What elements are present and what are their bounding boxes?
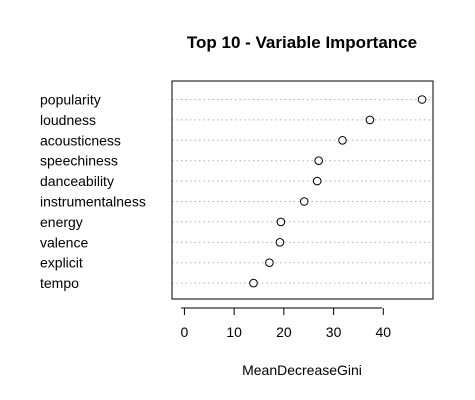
row-label-tempo: tempo: [40, 275, 79, 291]
row-labels: popularity loudness acousticness speechines…: [40, 92, 146, 292]
grid-lines: [172, 99, 433, 284]
row-label-loudness: loudness: [40, 112, 96, 128]
row-label-energy: energy: [40, 214, 83, 230]
x-axis: 0 10 20 30 40: [181, 307, 391, 340]
x-tick-label: 0: [181, 324, 189, 340]
point-loudness: [365, 115, 375, 125]
plot-frame: [171, 80, 434, 300]
point-speechiness: [314, 156, 324, 165]
point-acousticness: [338, 136, 347, 145]
point-energy: [276, 217, 286, 227]
point-explicit: [265, 258, 274, 268]
row-label-explicit: explicit: [40, 255, 83, 271]
point-valence: [275, 238, 285, 247]
x-tick-label: 20: [276, 324, 292, 340]
row-label-instrumentalness: instrumentalness: [40, 194, 146, 210]
row-label-danceability: danceability: [40, 173, 114, 189]
x-tick-label: 30: [326, 324, 342, 340]
x-tick-label: 10: [226, 324, 242, 340]
point-tempo: [249, 278, 258, 288]
row-label-valence: valence: [40, 234, 88, 250]
x-tick-label: 40: [375, 324, 391, 340]
point-danceability: [312, 176, 322, 186]
data-points: [249, 95, 427, 288]
point-instrumentalness: [299, 197, 309, 206]
row-label-acousticness: acousticness: [40, 132, 121, 148]
row-label-popularity: popularity: [40, 92, 101, 108]
x-axis-label: MeanDecreaseGini: [242, 362, 362, 378]
point-popularity: [417, 95, 427, 104]
chart-title: Top 10 - Variable Importance: [187, 33, 417, 52]
row-label-speechiness: speechiness: [40, 153, 118, 169]
